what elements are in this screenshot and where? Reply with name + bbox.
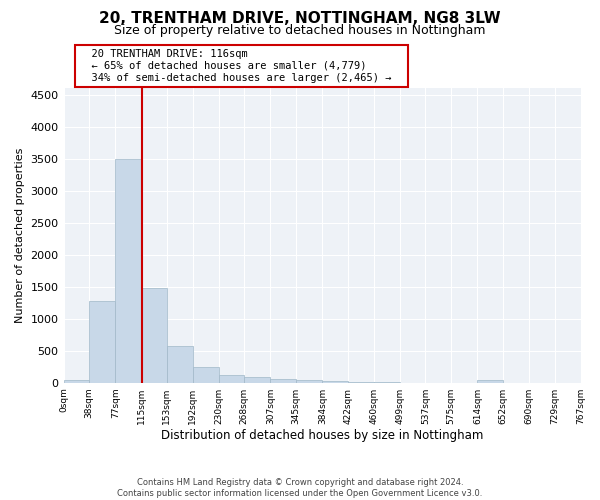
Bar (115, 159, 141, 382)
Bar (167, 346, 193, 383)
X-axis label: Distribution of detached houses by size in Nottingham: Distribution of detached houses by size … (161, 430, 483, 442)
Y-axis label: Number of detached properties: Number of detached properties (15, 148, 25, 323)
Bar (271, 379, 296, 382)
Text: 20, TRENTHAM DRIVE, NOTTINGHAM, NG8 3LW: 20, TRENTHAM DRIVE, NOTTINGHAM, NG8 3LW (99, 11, 501, 26)
Bar (89, 302, 115, 382)
Text: Size of property relative to detached houses in Nottingham: Size of property relative to detached ho… (114, 24, 486, 37)
Bar (478, 380, 503, 382)
Bar (141, 288, 167, 382)
Text: 20 TRENTHAM DRIVE: 116sqm  
  ← 65% of detached houses are smaller (4,779)  
  3: 20 TRENTHAM DRIVE: 116sqm ← 65% of detac… (79, 50, 404, 82)
Bar (296, 380, 322, 382)
Bar (64, 380, 89, 382)
Bar (218, 375, 244, 382)
Bar (193, 368, 218, 382)
Bar (244, 378, 271, 382)
Text: Contains HM Land Registry data © Crown copyright and database right 2024.
Contai: Contains HM Land Registry data © Crown c… (118, 478, 482, 498)
